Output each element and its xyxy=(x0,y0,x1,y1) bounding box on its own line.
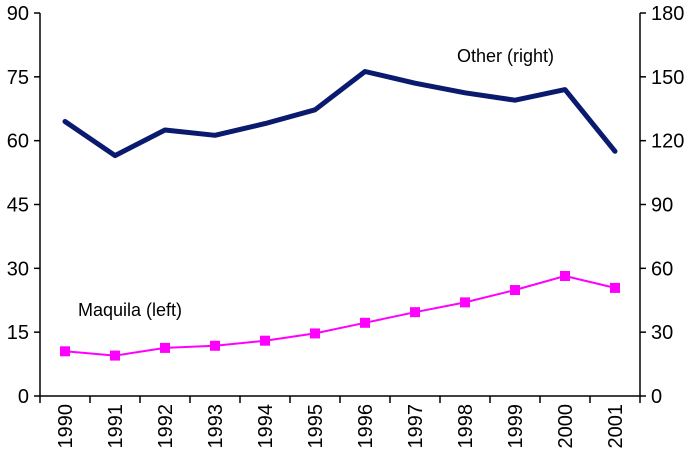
data-point-marker xyxy=(410,307,420,318)
x-tick-label: 2001 xyxy=(605,404,627,449)
y-left-tick-label: 0 xyxy=(18,386,29,408)
y-right-tick-label: 120 xyxy=(651,131,684,153)
y-right-tick-label: 150 xyxy=(651,67,684,89)
y-left-tick-label: 30 xyxy=(7,258,29,280)
data-point-marker xyxy=(560,270,570,281)
y-left-tick-label: 75 xyxy=(7,67,29,89)
y-right-tick-label: 60 xyxy=(651,258,673,280)
series-label-other: Other (right) xyxy=(457,46,554,66)
y-left-tick-label: 15 xyxy=(7,322,29,344)
y-left-tick-label: 90 xyxy=(7,3,29,25)
y-right-tick-label: 180 xyxy=(651,3,684,25)
x-tick-label: 1990 xyxy=(55,404,77,449)
data-point-marker xyxy=(60,346,70,357)
data-point-marker xyxy=(460,297,470,308)
data-point-marker xyxy=(310,328,320,339)
y-right-tick-label: 90 xyxy=(651,195,673,217)
series-line-1 xyxy=(64,275,616,357)
x-tick-label: 1997 xyxy=(405,404,427,449)
y-right-tick-label: 0 xyxy=(651,386,662,408)
x-tick-label: 1999 xyxy=(505,404,527,449)
data-point-marker xyxy=(260,335,270,346)
x-tick-label: 1991 xyxy=(105,404,127,449)
x-tick-label: 1992 xyxy=(155,404,177,449)
x-tick-label: 1995 xyxy=(305,404,327,449)
plot-area: 0 15 30 45 60 75 90 0 30 60 90 120 150 180 1990 1991 199… xyxy=(7,3,685,449)
data-point-marker xyxy=(210,340,220,351)
series-line-0 xyxy=(62,69,618,159)
y-left-tick-label: 45 xyxy=(7,195,29,217)
data-point-marker xyxy=(360,317,370,328)
x-tick-label: 1998 xyxy=(455,404,477,449)
y-right-tick-label: 30 xyxy=(651,322,673,344)
x-tick-label: 1993 xyxy=(205,404,227,449)
data-point-marker xyxy=(110,350,120,361)
x-tick-label: 1994 xyxy=(255,404,277,449)
y-left-tick-label: 60 xyxy=(7,131,29,153)
data-point-marker xyxy=(610,282,620,293)
x-tick-label: 2000 xyxy=(555,404,577,449)
data-point-marker xyxy=(160,342,170,353)
x-tick-label: 1996 xyxy=(355,404,377,449)
series-label-maquila: Maquila (left) xyxy=(78,300,182,320)
data-point-marker xyxy=(510,285,520,296)
